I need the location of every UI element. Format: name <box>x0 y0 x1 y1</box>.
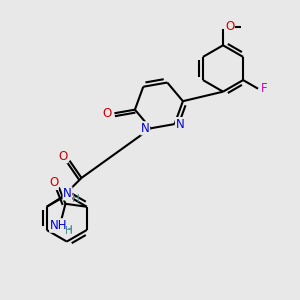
Text: O: O <box>49 176 58 190</box>
Text: NH: NH <box>50 219 68 232</box>
Text: H: H <box>72 194 80 204</box>
Text: N: N <box>63 187 72 200</box>
Text: H: H <box>65 225 73 235</box>
Text: N: N <box>141 122 150 135</box>
Text: O: O <box>58 150 68 163</box>
Text: O: O <box>102 107 112 120</box>
Text: NH: NH <box>50 219 68 232</box>
Text: N: N <box>176 118 184 130</box>
Text: O: O <box>225 20 234 33</box>
Text: F: F <box>261 82 267 95</box>
Text: H: H <box>65 226 73 236</box>
